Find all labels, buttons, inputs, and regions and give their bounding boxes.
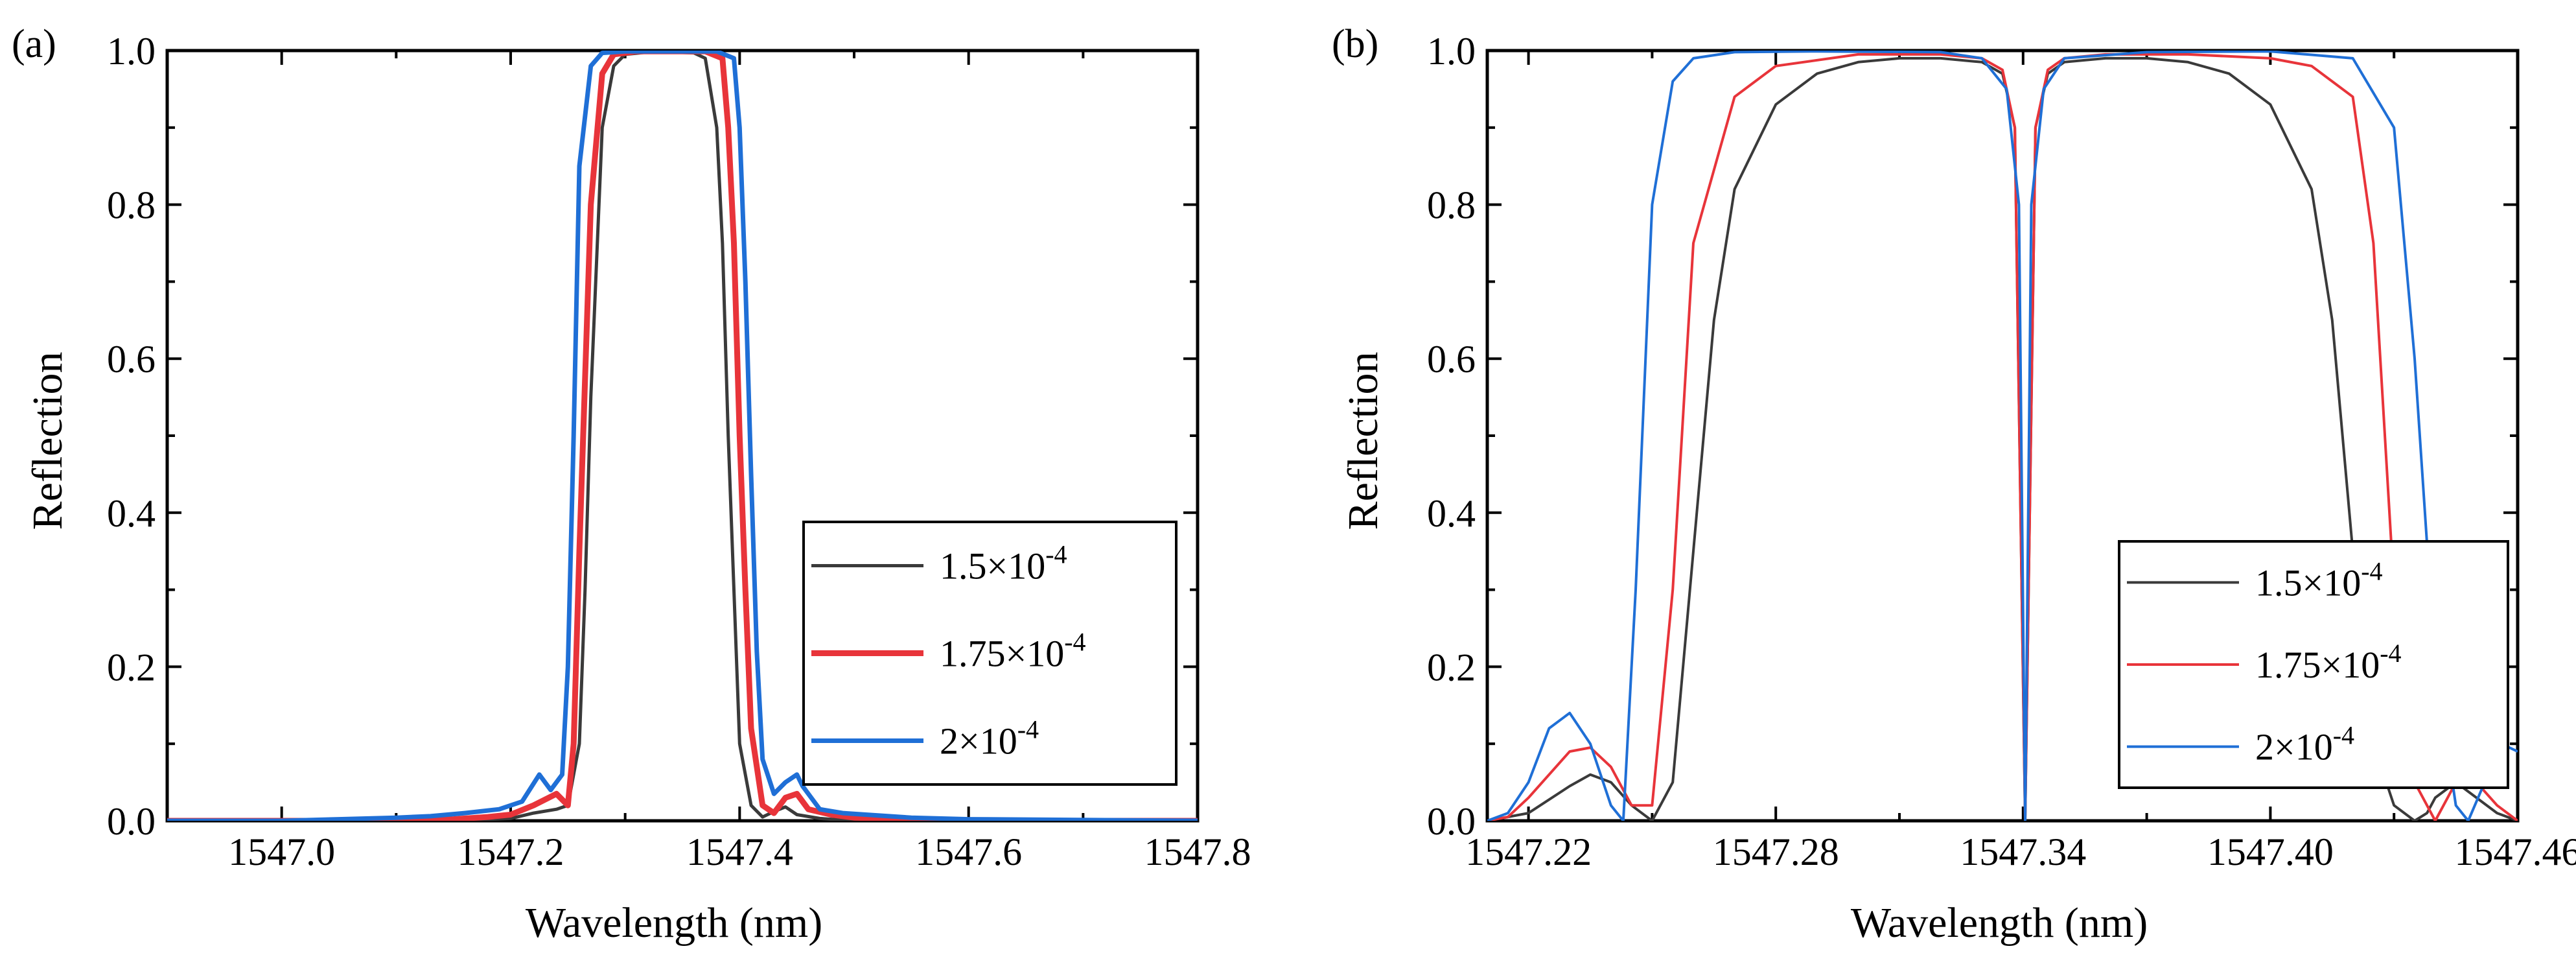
- panel-a-legend-label-1: 1.5×10-4: [940, 540, 1067, 587]
- panel-a-legend-label-2: 1.75×10-4: [940, 628, 1086, 675]
- panel-b-x-tick-label: 1547.34: [1960, 831, 2086, 873]
- panel-b-legend-exponent-3: -4: [2333, 721, 2354, 750]
- panel-a-legend: 1.5×10-41.75×10-42×10-4: [802, 521, 1178, 786]
- panel-a-y-axis-label: Reflection: [24, 352, 71, 530]
- panel-a-legend-exponent-3: -4: [1017, 715, 1039, 744]
- panel-b-legend-label-2: 1.75×10-4: [2255, 639, 2402, 686]
- panel-a-y-tick-label: 0.8: [107, 184, 156, 227]
- panel-b-y-tick-label: 1.0: [1427, 30, 1476, 73]
- panel-a-y-tick-label: 0.0: [107, 800, 156, 843]
- panel-a-x-axis-label: Wavelength (nm): [526, 899, 822, 947]
- panel-b: (b) 1547.22 1547.28 1547.34 1547.40 1547.46 0…: [1332, 22, 2576, 947]
- panel-a-plot-area: [167, 51, 1198, 821]
- panel-a-y-tick-label: 0.2: [107, 646, 156, 689]
- panel-a: (a) 1547.0 1547.2 1547.4 1547.6 1547.8 0.0 0.2…: [12, 22, 1251, 947]
- panel-a-legend-exponent-2: -4: [1064, 628, 1085, 657]
- panel-b-y-tick-label: 0.2: [1427, 646, 1476, 689]
- panel-a-x-tick-label: 1547.0: [228, 831, 335, 873]
- panel-b-x-tick-label: 1547.40: [2207, 831, 2334, 873]
- panel-b-x-tick-label: 1547.28: [1713, 831, 1839, 873]
- panel-b-legend-exponent-2: -4: [2380, 639, 2401, 668]
- panel-a-axes: 1547.0 1547.2 1547.4 1547.6 1547.8 0.0 0.2 0.4 0…: [107, 30, 1251, 873]
- panel-b-x-tick-label: 1547.46: [2455, 831, 2576, 873]
- panel-b-x-tick-label: 1547.22: [1465, 831, 1592, 873]
- panel-a-x-tick-label: 1547.8: [1144, 831, 1251, 873]
- panel-a-x-tick-label: 1547.6: [915, 831, 1022, 873]
- panel-b-x-axis-label: Wavelength (nm): [1851, 899, 2148, 947]
- panel-a-y-tick-label: 1.0: [107, 30, 156, 73]
- panel-a-y-tick-label: 0.6: [107, 338, 156, 381]
- panel-b-y-tick-label: 0.6: [1427, 338, 1476, 381]
- panel-a-x-tick-label: 1547.2: [458, 831, 564, 873]
- panel-b-label: (b): [1332, 22, 1378, 66]
- panel-a-legend-exponent-1: -4: [1045, 540, 1067, 569]
- panel-a-label: (a): [12, 22, 56, 66]
- panel-a-series-3-line: [167, 51, 1198, 821]
- panel-b-y-tick-label: 0.8: [1427, 184, 1476, 227]
- panel-b-y-tick-label: 0.4: [1427, 492, 1476, 535]
- panel-b-y-axis-label: Reflection: [1340, 352, 1387, 530]
- panel-a-x-tick-label: 1547.4: [686, 831, 793, 873]
- panel-a-y-tick-label: 0.4: [107, 492, 156, 535]
- panel-b-y-tick-label: 0.0: [1427, 800, 1476, 843]
- panel-b-legend: 1.5×10-41.75×10-42×10-4: [2118, 540, 2509, 789]
- panel-b-legend-exponent-1: -4: [2361, 556, 2382, 585]
